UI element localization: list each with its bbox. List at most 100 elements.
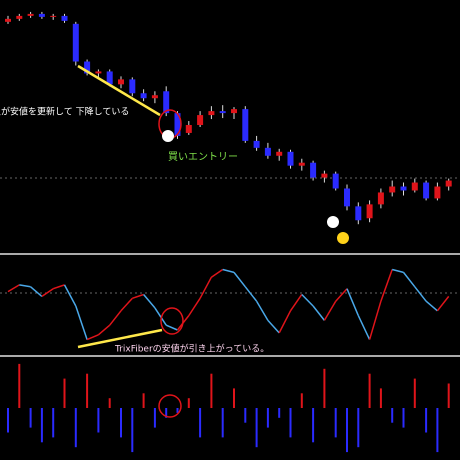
candle-body bbox=[287, 151, 294, 166]
candle-body bbox=[219, 111, 226, 114]
candle-body bbox=[264, 147, 271, 156]
trend-line bbox=[77, 64, 161, 117]
candle-body bbox=[129, 79, 136, 94]
histogram-bar bbox=[266, 408, 269, 428]
line-segment bbox=[41, 288, 54, 298]
line-segment bbox=[392, 268, 404, 274]
line-segment bbox=[19, 284, 31, 288]
line-segment bbox=[210, 268, 224, 278]
line-segment bbox=[323, 300, 337, 321]
line-segment bbox=[132, 293, 144, 300]
line-segment bbox=[312, 305, 325, 321]
line-segment bbox=[7, 284, 20, 293]
candle-body bbox=[298, 162, 305, 166]
candle-body bbox=[445, 180, 452, 187]
histogram-bar bbox=[323, 368, 326, 408]
annotation: 足が安値を更新して 下降している bbox=[0, 106, 129, 118]
histogram-bar bbox=[221, 408, 224, 438]
histogram-bar bbox=[199, 408, 202, 438]
candle-body bbox=[321, 173, 328, 178]
histogram-bar bbox=[52, 408, 55, 438]
histogram-bar bbox=[244, 408, 247, 423]
candle-body bbox=[434, 186, 441, 199]
line-segment bbox=[414, 286, 427, 302]
candle-body bbox=[38, 13, 45, 17]
histogram-bar bbox=[334, 408, 337, 438]
histogram-bar bbox=[391, 408, 394, 423]
line-segment bbox=[120, 297, 133, 312]
histogram-bar bbox=[7, 408, 9, 433]
line-segment bbox=[109, 310, 122, 326]
histogram-bar bbox=[312, 408, 315, 443]
line-segment bbox=[143, 293, 156, 309]
histogram-bar bbox=[18, 363, 21, 408]
candle-body bbox=[106, 71, 113, 85]
histogram-bar bbox=[153, 408, 156, 428]
candle-body bbox=[344, 188, 350, 207]
line-segment bbox=[86, 334, 99, 341]
candle-body bbox=[185, 125, 192, 133]
candle-body bbox=[253, 140, 260, 148]
line-segment bbox=[289, 294, 303, 312]
line-segment bbox=[233, 271, 246, 288]
candle-body bbox=[5, 18, 11, 22]
candle-body bbox=[355, 206, 362, 221]
candle-body bbox=[174, 113, 181, 136]
histogram-bar bbox=[233, 388, 235, 408]
histogram-bar bbox=[86, 373, 89, 408]
histogram-bar bbox=[300, 393, 303, 408]
candle-body bbox=[208, 111, 215, 116]
line-segment bbox=[346, 288, 359, 316]
line-segment bbox=[75, 305, 88, 340]
line-segment bbox=[244, 286, 258, 302]
histogram-bar bbox=[176, 408, 179, 413]
histogram-bar bbox=[255, 408, 258, 448]
histogram-bar bbox=[40, 408, 43, 443]
histogram-bar bbox=[357, 408, 360, 448]
histogram-bar bbox=[187, 398, 190, 408]
candle-body bbox=[50, 15, 57, 17]
line-segment bbox=[425, 300, 438, 312]
candle-body bbox=[276, 151, 283, 156]
line-segment bbox=[63, 284, 77, 307]
signal-icon bbox=[162, 130, 174, 142]
line-segment bbox=[335, 288, 348, 302]
line-segment bbox=[165, 324, 178, 331]
highlight-circle bbox=[160, 307, 184, 335]
candle-body bbox=[16, 15, 23, 19]
line-segment bbox=[301, 293, 314, 307]
signal-icon bbox=[337, 232, 349, 244]
line-segment bbox=[255, 300, 269, 321]
histogram-bar bbox=[165, 408, 168, 418]
line-segment bbox=[199, 276, 213, 299]
histogram-bar bbox=[97, 408, 100, 433]
line-segment bbox=[30, 286, 43, 297]
histogram-bar bbox=[402, 408, 405, 428]
candle-body bbox=[242, 109, 249, 141]
histogram-bar bbox=[108, 398, 111, 408]
line-segment bbox=[402, 271, 416, 288]
line-segment bbox=[267, 319, 280, 334]
line-segment bbox=[222, 268, 235, 274]
line-segment bbox=[154, 307, 167, 326]
candle-body bbox=[95, 71, 102, 74]
candle-body bbox=[151, 95, 158, 99]
line-segment bbox=[368, 300, 382, 340]
candle-body bbox=[366, 204, 373, 219]
candle-body bbox=[400, 186, 407, 191]
histogram-bar bbox=[63, 378, 66, 408]
candle-body bbox=[197, 115, 204, 126]
candle-body bbox=[140, 93, 147, 99]
histogram-bar bbox=[29, 408, 32, 428]
candle-body bbox=[310, 162, 317, 178]
histogram-bar bbox=[74, 408, 77, 448]
histogram-bar bbox=[210, 373, 213, 408]
line-segment bbox=[188, 297, 201, 317]
highlight-circle bbox=[158, 394, 182, 418]
line-segment bbox=[357, 315, 371, 340]
signal-icon bbox=[327, 216, 339, 228]
candle-body bbox=[84, 61, 91, 74]
trend-line bbox=[77, 328, 163, 349]
